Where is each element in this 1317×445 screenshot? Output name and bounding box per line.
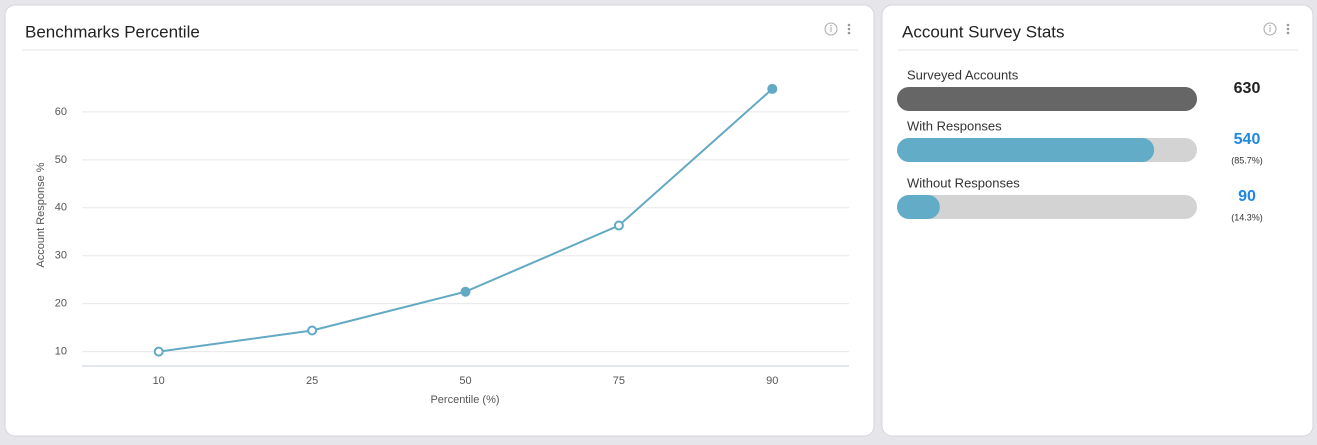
stat-label: Surveyed Accounts bbox=[907, 67, 1019, 82]
survey-card bbox=[881, 4, 1314, 437]
bar bbox=[897, 87, 1197, 111]
data-point bbox=[460, 286, 471, 297]
menu-icon[interactable] bbox=[1286, 23, 1290, 35]
panel-title: Account Survey Stats bbox=[902, 22, 1065, 41]
info-icon[interactable] bbox=[1263, 22, 1277, 36]
x-tick-label: 10 bbox=[153, 375, 165, 387]
stat-value: 90 bbox=[1238, 188, 1256, 205]
stat-label: Without Responses bbox=[907, 175, 1020, 190]
menu-icon[interactable] bbox=[847, 23, 851, 35]
x-tick-label: 75 bbox=[613, 375, 625, 387]
data-point bbox=[613, 220, 624, 231]
stat-value: 630 bbox=[1234, 80, 1261, 97]
data-point bbox=[153, 346, 164, 357]
y-tick-label: 60 bbox=[55, 106, 67, 118]
y-tick-label: 50 bbox=[55, 154, 67, 166]
y-tick-label: 20 bbox=[55, 298, 67, 310]
stat-share: (85.7%) bbox=[1231, 155, 1263, 165]
data-point bbox=[307, 325, 318, 336]
chart-card bbox=[4, 4, 875, 437]
data-point bbox=[767, 83, 778, 94]
stat-share: (14.3%) bbox=[1231, 212, 1263, 222]
y-axis-label: Account Response % bbox=[35, 162, 47, 267]
y-tick-label: 30 bbox=[55, 250, 67, 262]
bar-track bbox=[897, 195, 1197, 219]
x-tick-label: 25 bbox=[306, 375, 318, 387]
info-icon[interactable] bbox=[824, 22, 838, 36]
bar bbox=[897, 138, 1155, 162]
chart-title: Benchmarks Percentile bbox=[25, 22, 200, 41]
y-tick-label: 10 bbox=[55, 346, 67, 358]
y-tick-label: 40 bbox=[55, 202, 67, 214]
x-tick-label: 90 bbox=[766, 375, 778, 387]
x-axis-label: Percentile (%) bbox=[430, 394, 499, 406]
bar bbox=[897, 195, 940, 219]
stat-value: 540 bbox=[1234, 131, 1261, 148]
x-tick-label: 50 bbox=[459, 375, 471, 387]
stat-label: With Responses bbox=[907, 118, 1002, 133]
